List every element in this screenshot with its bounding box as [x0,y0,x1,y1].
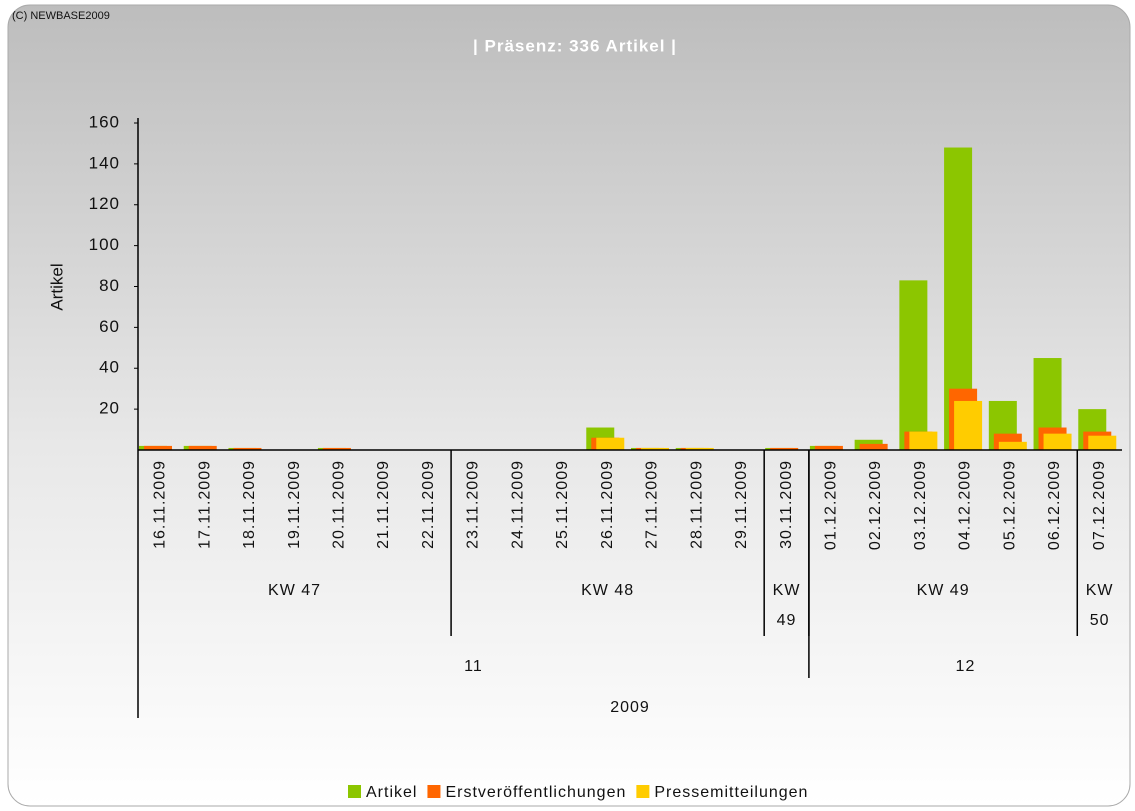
weeks-label: KW 49 [773,582,801,629]
bar [998,441,1027,450]
x-tick-label: 16.11.2009 [152,460,169,549]
x-tick-label: 26.11.2009 [599,460,616,549]
x-tick-label: 01.12.2009 [822,460,839,550]
x-tick-label: 17.11.2009 [196,460,213,549]
x-tick-label: 22.11.2009 [420,460,437,549]
bar [144,445,172,450]
bar [859,443,888,450]
legend-label: Erstveröffentlichungen [445,784,626,801]
months-label: 11 [464,658,483,675]
x-tick-label: 06.12.2009 [1046,460,1063,550]
bar [770,447,799,450]
copyright: (C) NEWBASE2009 [12,10,110,22]
x-tick-label: 24.11.2009 [509,460,526,549]
bar [954,400,983,450]
weeks-label: KW 49 [917,582,970,599]
x-tick-label: 05.12.2009 [1001,460,1018,550]
panel [7,4,1131,807]
legend-swatch [636,785,650,798]
bar [233,447,262,450]
x-tick-label: 29.11.2009 [733,460,750,549]
bar [909,431,938,450]
x-tick-label: 19.11.2009 [286,460,303,549]
chart-title: | Präsenz: 336 Artikel | [473,36,677,55]
y-axis-label: Artikel [47,263,66,310]
x-tick-label: 04.12.2009 [957,460,974,550]
months-label: 12 [956,658,976,675]
x-tick-label: 21.11.2009 [375,460,392,549]
bar [322,447,351,450]
bar [596,437,625,450]
y-tick-label: 60 [99,317,120,336]
y-tick-label: 80 [99,276,120,295]
x-tick-label: 07.12.2009 [1091,460,1108,550]
legend-label: Artikel [366,784,417,801]
bar [899,280,928,450]
legend-label: Pressemitteilungen [654,784,808,801]
years-label: 2009 [610,699,650,716]
weeks-label: KW 47 [268,582,321,599]
y-tick-label: 160 [89,112,120,131]
y-tick-label: 20 [99,399,120,418]
x-tick-label: 03.12.2009 [912,460,929,550]
y-tick-label: 40 [99,358,120,377]
x-tick-label: 28.11.2009 [688,460,705,549]
y-tick-label: 120 [89,194,120,213]
x-tick-label: 25.11.2009 [554,460,571,549]
x-tick-label: 30.11.2009 [778,460,795,549]
bar [641,447,669,450]
x-tick-label: 20.11.2009 [330,460,347,549]
weeks-label: KW 48 [581,582,634,599]
bar [188,445,217,450]
bar [1043,433,1072,450]
x-tick-label: 27.11.2009 [644,460,661,549]
x-tick-label: 02.12.2009 [867,460,884,550]
weeks-label: KW 50 [1086,582,1114,629]
bar [814,445,843,450]
y-tick-label: 100 [89,235,120,254]
x-tick-label: 18.11.2009 [241,460,258,549]
bar [1088,435,1117,450]
legend-swatch [348,785,361,798]
legend-swatch [427,785,441,798]
bar [685,447,714,450]
y-tick-label: 140 [89,153,120,172]
x-tick-label: 23.11.2009 [465,460,482,549]
